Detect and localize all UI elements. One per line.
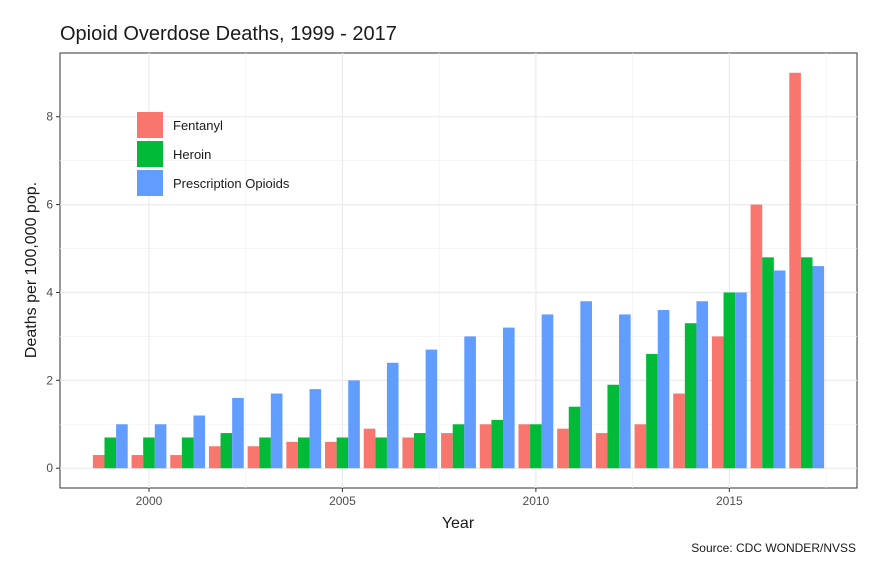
bar-prescription-opioids xyxy=(696,301,709,469)
bar-heroin xyxy=(723,292,736,469)
bar-prescription-opioids xyxy=(154,424,167,469)
bar-heroin xyxy=(375,437,387,469)
legend: Fentanyl Heroin Prescription Opioids xyxy=(137,112,290,196)
bar-fentanyl xyxy=(634,424,647,469)
bar-fentanyl xyxy=(363,428,376,469)
bar-fentanyl xyxy=(518,424,531,469)
bar-prescription-opioids xyxy=(348,380,360,469)
bar-heroin xyxy=(684,323,697,469)
bar-fentanyl xyxy=(711,336,724,469)
source-caption: Source: CDC WONDER/NVSS xyxy=(691,541,856,555)
bar-prescription-opioids xyxy=(425,349,438,469)
bar-prescription-opioids xyxy=(116,424,128,469)
bar-heroin xyxy=(800,257,813,469)
legend-label-fentanyl: Fentanyl xyxy=(173,118,223,133)
y-tick-label: 0 xyxy=(46,461,53,475)
bar-fentanyl xyxy=(750,204,763,469)
bar-prescription-opioids xyxy=(580,301,592,469)
bar-fentanyl xyxy=(402,437,415,469)
legend-label-prescription-opioids: Prescription Opioids xyxy=(173,176,290,191)
bar-heroin xyxy=(104,437,117,469)
bar-heroin xyxy=(297,437,310,469)
bar-prescription-opioids xyxy=(232,397,244,469)
x-axis-title: Year xyxy=(442,515,475,532)
bar-heroin xyxy=(336,437,349,469)
bar-fentanyl xyxy=(557,428,569,469)
bar-prescription-opioids xyxy=(619,314,631,469)
bar-prescription-opioids xyxy=(464,336,476,469)
bar-heroin xyxy=(646,353,658,469)
bar-heroin xyxy=(762,257,774,469)
bar-prescription-opioids xyxy=(193,415,206,469)
y-tick-label: 2 xyxy=(46,373,53,387)
bar-fentanyl xyxy=(441,433,453,469)
bar-fentanyl xyxy=(286,441,298,469)
bar-fentanyl xyxy=(789,72,801,469)
bar-heroin xyxy=(452,424,465,469)
x-tick-label: 2005 xyxy=(329,494,356,508)
y-tick-label: 6 xyxy=(46,198,53,212)
bar-prescription-opioids xyxy=(386,362,399,469)
bar-prescription-opioids xyxy=(773,270,786,469)
bar-heroin xyxy=(530,424,542,469)
bar-heroin xyxy=(414,433,426,469)
bar-heroin xyxy=(491,419,503,469)
y-axis: 0 2 4 6 8 xyxy=(46,110,60,475)
bar-heroin xyxy=(181,437,194,469)
bar-prescription-opioids xyxy=(270,393,283,469)
bar-prescription-opioids xyxy=(502,327,515,469)
bar-fentanyl xyxy=(247,446,260,469)
bar-fentanyl xyxy=(92,455,105,469)
bar-fentanyl xyxy=(170,455,182,469)
bar-fentanyl xyxy=(479,424,492,469)
x-tick-label: 2015 xyxy=(716,494,743,508)
bar-heroin xyxy=(143,437,155,469)
bar-fentanyl xyxy=(208,446,221,469)
bar-heroin xyxy=(220,433,233,469)
legend-swatch-fentanyl xyxy=(137,112,163,138)
legend-swatch-heroin xyxy=(137,141,163,167)
chart-title: Opioid Overdose Deaths, 1999 - 2017 xyxy=(60,23,397,45)
bar-prescription-opioids xyxy=(657,310,670,469)
bars xyxy=(92,72,825,469)
bar-prescription-opioids xyxy=(812,266,825,469)
y-tick-label: 4 xyxy=(46,285,53,299)
bar-fentanyl xyxy=(131,455,144,469)
bar-prescription-opioids xyxy=(735,292,747,469)
bar-prescription-opioids xyxy=(309,389,322,469)
bar-fentanyl xyxy=(325,441,337,469)
bar-heroin xyxy=(259,437,271,469)
x-tick-label: 2000 xyxy=(136,494,163,508)
bar-prescription-opioids xyxy=(541,314,554,469)
bar-fentanyl xyxy=(595,433,608,469)
x-tick-label: 2010 xyxy=(523,494,550,508)
y-tick-label: 8 xyxy=(46,110,53,124)
legend-swatch-prescription-opioids xyxy=(137,170,163,196)
y-axis-title: Deaths per 100,000 pop. xyxy=(23,182,40,358)
bar-heroin xyxy=(568,406,581,469)
legend-label-heroin: Heroin xyxy=(173,147,211,162)
bar-heroin xyxy=(607,384,620,469)
x-axis: 2000 2005 2010 2015 xyxy=(136,488,743,508)
bar-fentanyl xyxy=(673,393,685,469)
